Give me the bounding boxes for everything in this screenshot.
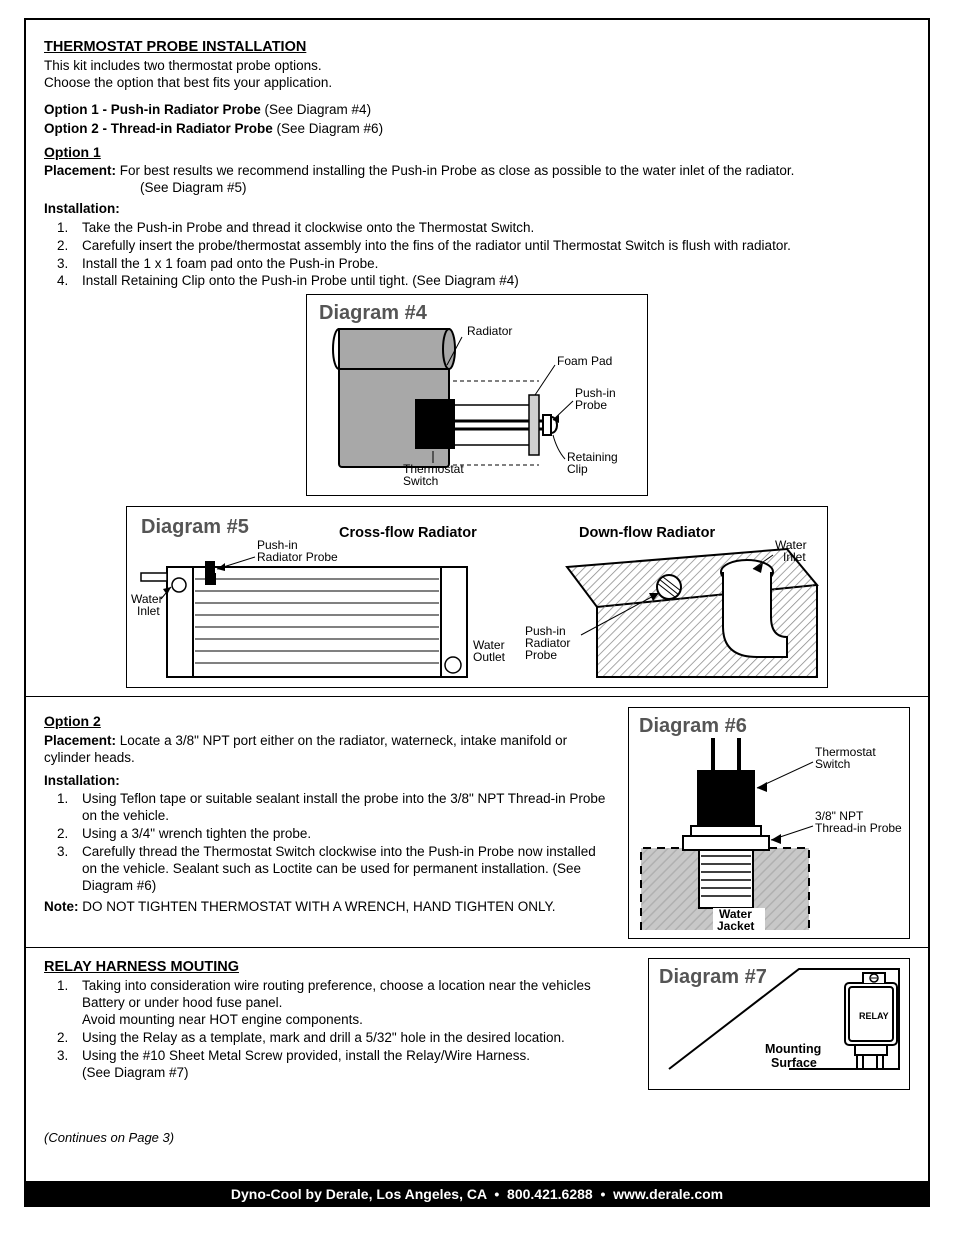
opt1-placement-sub: (See Diagram #5) (140, 180, 910, 197)
relay-steps: Taking into consideration wire routing p… (44, 978, 630, 1081)
svg-text:Diagram #6: Diagram #6 (639, 715, 747, 737)
footer-bar: Dyno-Cool by Derale, Los Angeles, CA • 8… (24, 1183, 930, 1208)
continues-note: (Continues on Page 3) (44, 1130, 910, 1146)
opt1-step: Install Retaining Clip onto the Push-in … (72, 273, 910, 290)
svg-text:Switch: Switch (815, 757, 850, 771)
diagram-5: Diagram #5 Cross-flow Radiator Down-flow… (126, 506, 828, 688)
relay-step: Taking into consideration wire routing p… (72, 978, 630, 1029)
opt2-note-text: DO NOT TIGHTEN THERMOSTAT WITH A WRENCH,… (79, 899, 556, 914)
opt1-placement-label: Placement: (44, 163, 116, 178)
svg-text:Down-flow Radiator: Down-flow Radiator (579, 525, 715, 541)
opt1-step: Install the 1 x 1 foam pad onto the Push… (72, 256, 910, 273)
opt2-note-label: Note: (44, 899, 79, 914)
opt2-step: Using Teflon tape or suitable sealant in… (72, 791, 610, 825)
svg-text:Inlet: Inlet (783, 550, 806, 564)
svg-text:Jacket: Jacket (717, 919, 754, 933)
dot-icon: • (597, 1186, 614, 1202)
footer-phone: 800.421.6288 (507, 1186, 593, 1202)
opt2-steps: Using Teflon tape or suitable sealant in… (44, 791, 610, 894)
svg-text:Radiator Probe: Radiator Probe (257, 550, 338, 564)
svg-text:Foam Pad: Foam Pad (557, 354, 612, 368)
svg-text:Clip: Clip (567, 462, 588, 476)
opt2-step: Carefully thread the Thermostat Switch c… (72, 844, 610, 895)
relay-heading: RELAY HARNESS MOUTING (44, 958, 630, 976)
svg-text:Mounting: Mounting (765, 1042, 821, 1056)
diagram-7: Diagram #7 (648, 958, 910, 1090)
svg-text:Diagram #5: Diagram #5 (141, 516, 249, 538)
thermostat-title: THERMOSTAT PROBE INSTALLATION (44, 38, 910, 56)
divider (26, 696, 928, 697)
option2-intro-bold: Option 2 - Thread-in Radiator Probe (44, 121, 273, 136)
opt2-placement-text: Locate a 3/8" NPT port either on the rad… (44, 733, 567, 765)
svg-text:Radiator: Radiator (467, 324, 512, 338)
relay-step: Using the Relay as a template, mark and … (72, 1030, 630, 1047)
option2-intro-rest: (See Diagram #6) (273, 121, 383, 136)
footer-brand: Dyno-Cool by Derale, Los Angeles, CA (231, 1186, 487, 1202)
intro-line-2: Choose the option that best fits your ap… (44, 75, 910, 92)
svg-text:RELAY: RELAY (859, 1011, 889, 1021)
svg-text:Cross-flow Radiator: Cross-flow Radiator (339, 525, 477, 541)
option1-intro-rest: (See Diagram #4) (261, 102, 371, 117)
opt2-install-label: Installation: (44, 773, 610, 790)
option1-intro-bold: Option 1 - Push-in Radiator Probe (44, 102, 261, 117)
opt1-step: Carefully insert the probe/thermostat as… (72, 238, 910, 255)
svg-text:Surface: Surface (771, 1056, 817, 1070)
svg-text:Outlet: Outlet (473, 650, 506, 664)
svg-text:Probe: Probe (575, 398, 607, 412)
opt1-placement-text: For best results we recommend installing… (116, 163, 794, 178)
divider (26, 947, 928, 948)
relay-step: Using the #10 Sheet Metal Screw provided… (72, 1048, 630, 1082)
svg-text:Thread-in Probe: Thread-in Probe (815, 821, 902, 835)
option1-heading: Option 1 (44, 144, 910, 162)
diagram-6: Diagram #6 (628, 707, 910, 939)
opt1-steps: Take the Push-in Probe and thread it clo… (44, 220, 910, 291)
option2-heading: Option 2 (44, 713, 610, 731)
opt1-install-label: Installation: (44, 201, 910, 218)
svg-text:Switch: Switch (403, 474, 438, 488)
svg-text:Probe: Probe (525, 648, 557, 662)
diag4-title: Diagram #4 (319, 302, 428, 324)
opt1-step: Take the Push-in Probe and thread it clo… (72, 220, 910, 237)
opt2-placement-label: Placement: (44, 733, 116, 748)
diagram-4: Diagram #4 (306, 294, 648, 496)
dot-icon: • (490, 1186, 507, 1202)
opt2-step: Using a 3/4" wrench tighten the probe. (72, 826, 610, 843)
intro-line-1: This kit includes two thermostat probe o… (44, 58, 910, 75)
svg-text:Diagram #7: Diagram #7 (659, 966, 767, 988)
svg-text:Inlet: Inlet (137, 604, 160, 618)
footer-url: www.derale.com (613, 1186, 723, 1202)
